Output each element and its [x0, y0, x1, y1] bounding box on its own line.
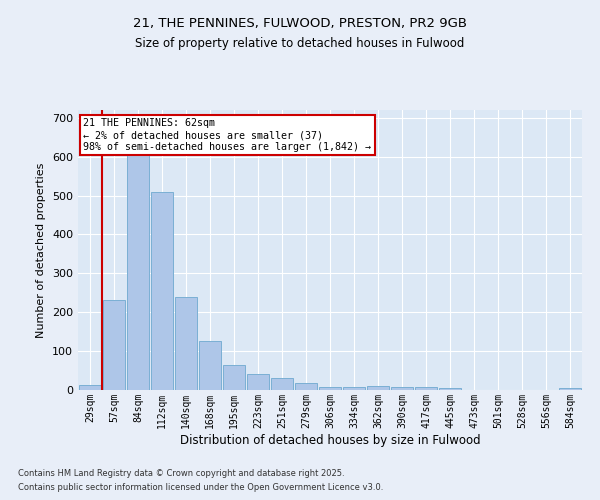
Bar [151, 192, 173, 390]
Y-axis label: Number of detached properties: Number of detached properties [37, 162, 46, 338]
Bar [559, 388, 581, 390]
Bar [247, 374, 269, 390]
Text: Size of property relative to detached houses in Fulwood: Size of property relative to detached ho… [136, 38, 464, 51]
Text: Contains HM Land Registry data © Crown copyright and database right 2025.: Contains HM Land Registry data © Crown c… [18, 468, 344, 477]
Bar [199, 342, 221, 390]
X-axis label: Distribution of detached houses by size in Fulwood: Distribution of detached houses by size … [179, 434, 481, 446]
Bar [223, 364, 245, 390]
Text: 21 THE PENNINES: 62sqm
← 2% of detached houses are smaller (37)
98% of semi-deta: 21 THE PENNINES: 62sqm ← 2% of detached … [83, 118, 371, 152]
Bar [127, 154, 149, 390]
Bar [103, 300, 125, 390]
Bar [391, 388, 413, 390]
Bar [415, 388, 437, 390]
Bar [79, 384, 101, 390]
Text: Contains public sector information licensed under the Open Government Licence v3: Contains public sector information licen… [18, 484, 383, 492]
Bar [175, 296, 197, 390]
Bar [367, 386, 389, 390]
Bar [439, 388, 461, 390]
Bar [319, 388, 341, 390]
Bar [343, 388, 365, 390]
Bar [271, 378, 293, 390]
Bar [295, 383, 317, 390]
Text: 21, THE PENNINES, FULWOOD, PRESTON, PR2 9GB: 21, THE PENNINES, FULWOOD, PRESTON, PR2 … [133, 18, 467, 30]
